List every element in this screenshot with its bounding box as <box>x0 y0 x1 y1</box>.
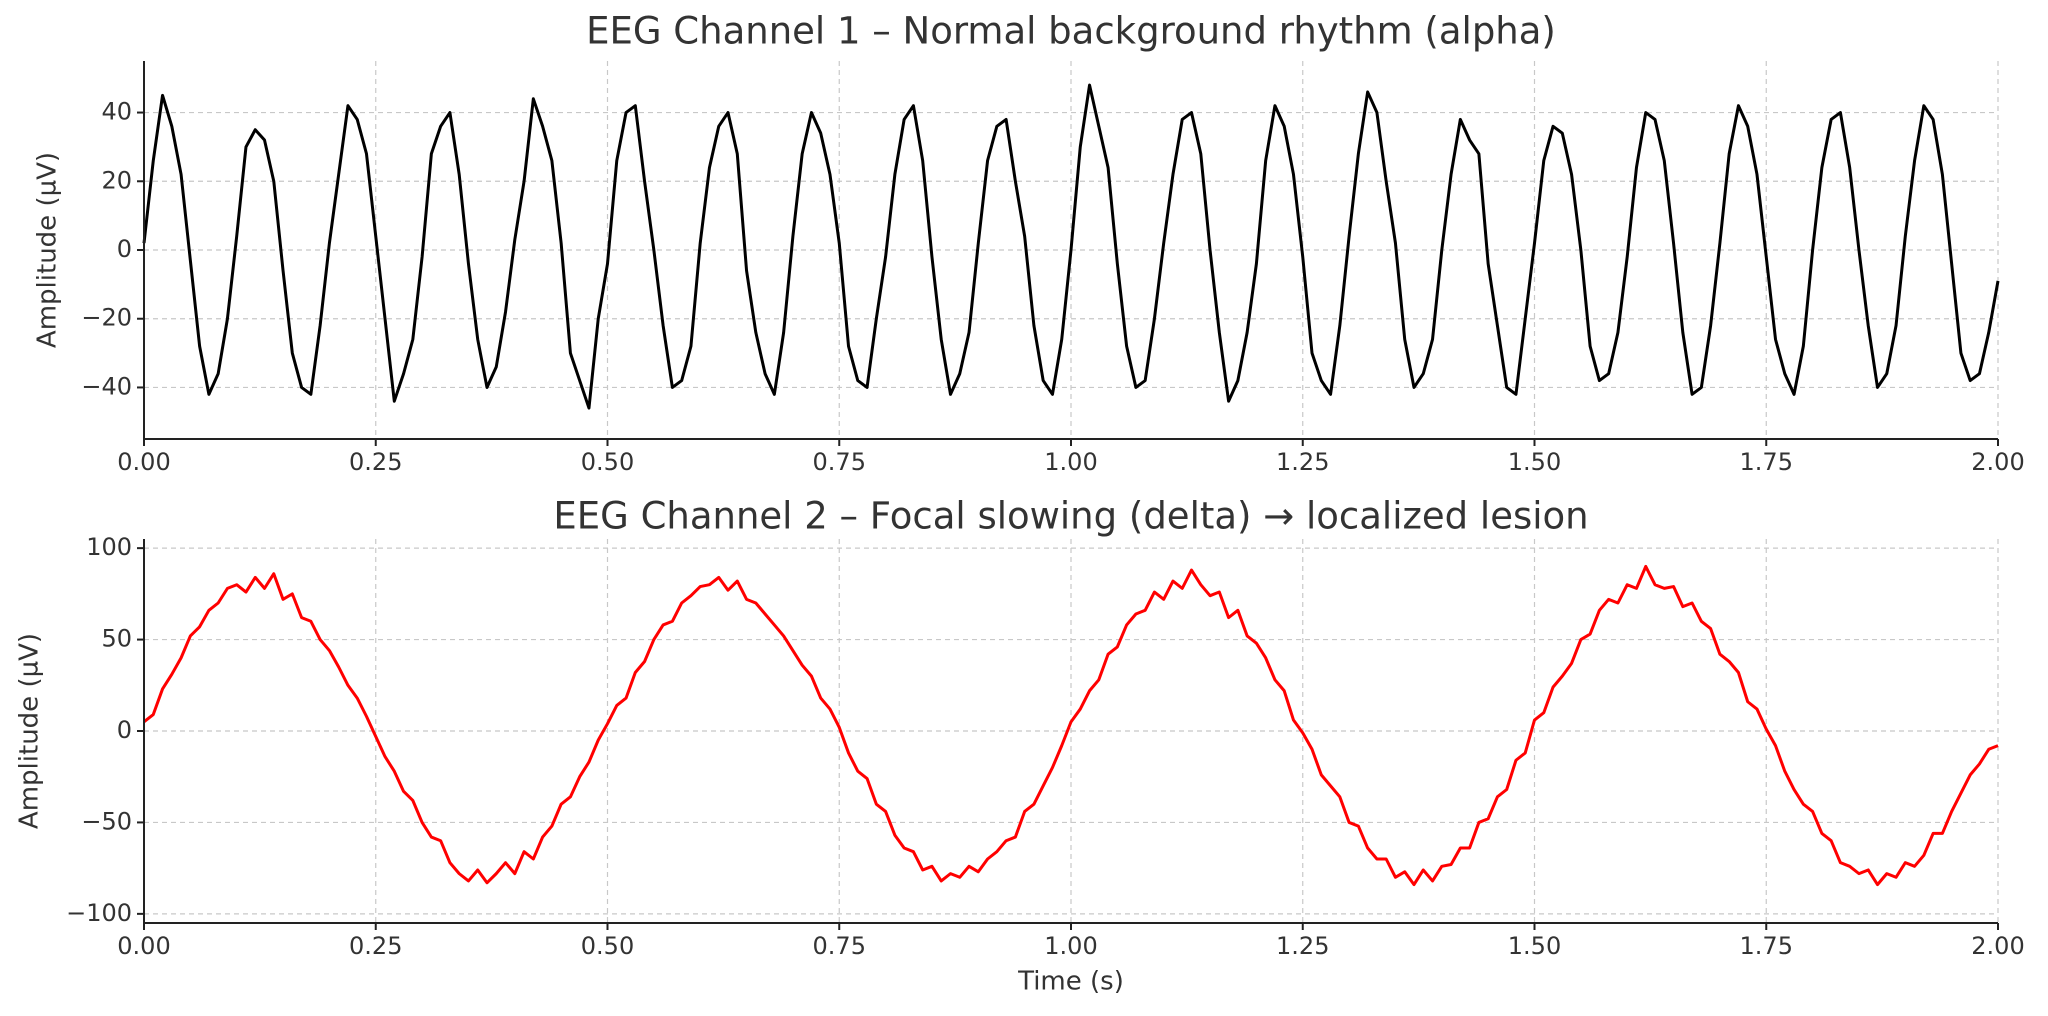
x-tick-label: 1.25 <box>1276 448 1329 476</box>
x-tick-label: 0.00 <box>117 448 170 476</box>
x-tick-label: 1.50 <box>1508 448 1561 476</box>
chart-title: EEG Channel 1 – Normal background rhythm… <box>586 10 1556 53</box>
x-tick-label: 0.75 <box>813 448 866 476</box>
x-tick-label: 1.25 <box>1276 932 1329 960</box>
x-axis-label: Time (s) <box>1017 967 1124 997</box>
x-tick-label: 0.00 <box>117 932 170 960</box>
y-axis-label: Amplitude (µV) <box>33 152 63 348</box>
x-tick-label: 1.75 <box>1740 932 1793 960</box>
y-tick-label: −50 <box>81 807 132 835</box>
x-tick-label: 2.00 <box>1971 448 2024 476</box>
y-axis-label: Amplitude (µV) <box>15 633 45 829</box>
x-tick-label: 0.50 <box>581 932 634 960</box>
x-tick-label: 1.75 <box>1740 448 1793 476</box>
y-tick-label: −40 <box>81 372 132 400</box>
chart-title: EEG Channel 2 – Focal slowing (delta) → … <box>553 495 1588 538</box>
signal-line <box>142 83 2000 410</box>
x-tick-label: 0.25 <box>349 932 402 960</box>
y-tick-label: 40 <box>101 98 132 126</box>
x-tick-label: 0.75 <box>813 932 866 960</box>
signal-line <box>143 564 1999 887</box>
x-tick-label: 1.50 <box>1508 932 1561 960</box>
y-tick-label: −20 <box>81 304 132 332</box>
x-tick-label: 2.00 <box>1971 932 2024 960</box>
x-tick-label: 1.00 <box>1044 448 1097 476</box>
x-tick-label: 1.00 <box>1044 932 1097 960</box>
y-tick-label: 20 <box>101 166 132 194</box>
y-tick-label: 50 <box>101 625 132 653</box>
y-tick-label: 0 <box>117 235 132 263</box>
x-tick-label: 0.50 <box>581 448 634 476</box>
x-tick-label: 0.25 <box>349 448 402 476</box>
y-tick-label: 100 <box>86 533 132 561</box>
y-tick-label: 0 <box>117 716 132 744</box>
y-tick-label: −100 <box>66 899 132 927</box>
